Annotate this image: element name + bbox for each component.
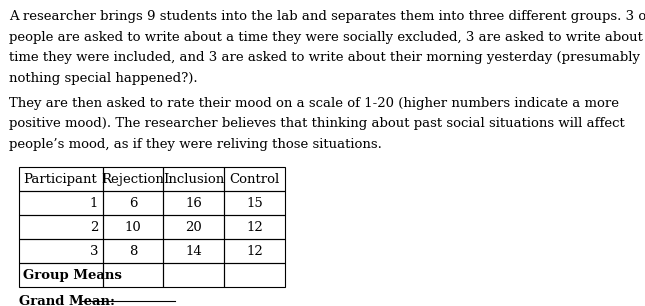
Bar [19, 167, 103, 191]
Text: nothing special happened?).: nothing special happened?). [9, 72, 198, 85]
Text: Rejection: Rejection [102, 173, 164, 185]
Text: Participant: Participant [23, 173, 97, 185]
Text: 20: 20 [185, 221, 202, 233]
Text: 12: 12 [246, 221, 263, 233]
Bar [163, 239, 224, 263]
Bar [224, 167, 285, 191]
Text: Control: Control [230, 173, 280, 185]
Bar [224, 263, 285, 287]
Text: A researcher brings 9 students into the lab and separates them into three differ: A researcher brings 9 students into the … [9, 10, 645, 23]
Text: 3: 3 [90, 244, 98, 258]
Text: 2: 2 [90, 221, 98, 233]
Text: positive mood). The researcher believes that thinking about past social situatio: positive mood). The researcher believes … [9, 117, 625, 130]
Bar [103, 215, 163, 239]
Text: time they were included, and 3 are asked to write about their morning yesterday : time they were included, and 3 are asked… [9, 51, 640, 64]
Bar [103, 167, 163, 191]
Bar [103, 239, 163, 263]
Bar [224, 215, 285, 239]
Text: people are asked to write about a time they were socially excluded, 3 are asked : people are asked to write about a time t… [9, 31, 645, 43]
Text: 14: 14 [185, 244, 202, 258]
Text: 1: 1 [90, 196, 98, 210]
Text: Group Means: Group Means [23, 269, 122, 282]
Bar [163, 167, 224, 191]
Text: Inclusion: Inclusion [163, 173, 224, 185]
Text: 16: 16 [185, 196, 203, 210]
Bar [224, 239, 285, 263]
Bar [163, 191, 224, 215]
Text: Grand Mean:: Grand Mean: [19, 295, 115, 306]
Text: 12: 12 [246, 244, 263, 258]
Bar [19, 239, 103, 263]
Text: people’s mood, as if they were reliving those situations.: people’s mood, as if they were reliving … [9, 138, 382, 151]
Bar [103, 263, 163, 287]
Bar [19, 263, 103, 287]
Bar [224, 191, 285, 215]
Text: 15: 15 [246, 196, 263, 210]
Bar [163, 215, 224, 239]
Bar [103, 191, 163, 215]
Bar [163, 263, 224, 287]
Bar [19, 191, 103, 215]
Text: They are then asked to rate their mood on a scale of 1-20 (higher numbers indica: They are then asked to rate their mood o… [9, 97, 619, 110]
Bar [19, 215, 103, 239]
Text: 8: 8 [129, 244, 137, 258]
Text: 10: 10 [124, 221, 141, 233]
Text: 6: 6 [129, 196, 137, 210]
